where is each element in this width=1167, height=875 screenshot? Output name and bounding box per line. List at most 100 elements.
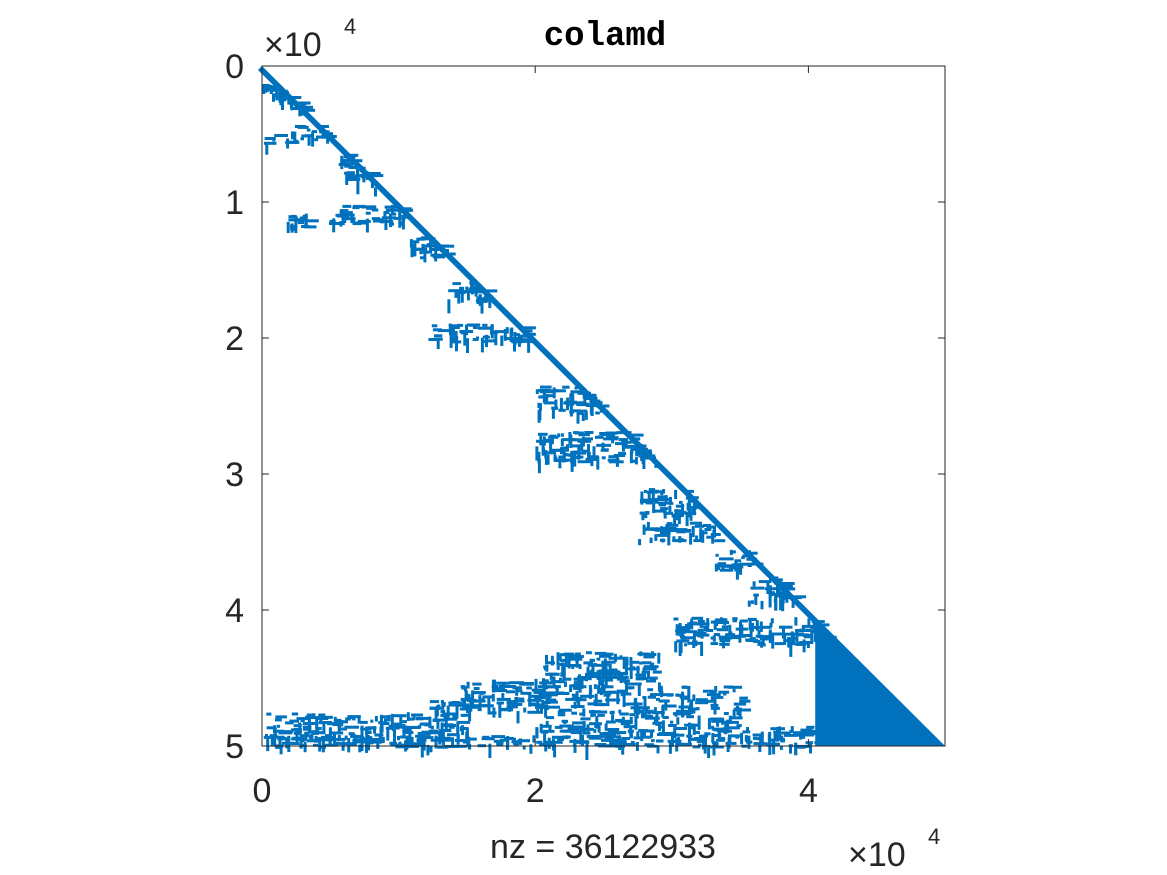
x-multiplier-base: ×10 <box>848 836 906 874</box>
nonzero-mark <box>448 289 461 293</box>
nonzero-mark <box>537 451 541 464</box>
nonzero-mark <box>442 723 454 727</box>
nonzero-mark <box>491 679 495 693</box>
nonzero-mark <box>707 718 711 730</box>
nonzero-mark <box>568 726 581 730</box>
nonzero-mark <box>465 696 472 700</box>
nonzero-mark <box>616 431 632 435</box>
nonzero-mark <box>768 629 772 644</box>
nonzero-mark <box>752 736 758 740</box>
nonzero-mark <box>311 130 318 134</box>
nonzero-mark <box>327 722 338 726</box>
nonzero-mark <box>571 711 577 715</box>
nonzero-mark <box>367 737 370 751</box>
nonzero-mark <box>492 687 503 691</box>
nonzero-mark <box>650 651 655 655</box>
nonzero-mark <box>505 690 515 694</box>
nonzero-mark <box>360 175 372 179</box>
nonzero-mark <box>739 696 748 700</box>
nonzero-mark <box>688 707 699 711</box>
nonzero-mark <box>307 716 311 732</box>
nonzero-mark <box>431 324 438 328</box>
nonzero-mark <box>275 718 282 722</box>
nonzero-mark <box>643 696 647 711</box>
nonzero-mark <box>646 511 650 515</box>
nonzero-mark <box>642 669 646 681</box>
nonzero-mark <box>774 579 778 585</box>
nonzero-mark <box>571 693 577 697</box>
nonzero-mark <box>549 443 553 453</box>
nonzero-mark <box>649 662 655 666</box>
nonzero-mark <box>624 445 636 449</box>
nonzero-mark <box>689 533 693 545</box>
nonzero-mark <box>421 243 425 252</box>
nonzero-mark <box>263 141 277 145</box>
nonzero-mark <box>642 696 647 699</box>
nonzero-mark <box>350 735 362 738</box>
nonzero-mark <box>493 339 497 343</box>
nonzero-mark <box>650 731 653 738</box>
nonzero-mark <box>760 641 764 648</box>
nonzero-mark <box>361 737 366 741</box>
nonzero-mark <box>398 206 402 219</box>
nonzero-mark <box>716 738 725 742</box>
nonzero-mark <box>672 712 681 716</box>
nonzero-mark <box>306 731 310 735</box>
nonzero-mark <box>619 655 623 659</box>
nonzero-mark <box>598 669 611 673</box>
nonzero-mark <box>300 719 305 723</box>
nonzero-mark <box>353 221 368 225</box>
nonzero-mark <box>314 138 319 142</box>
nonzero-mark <box>501 693 505 698</box>
nonzero-mark <box>640 491 644 505</box>
nonzero-mark <box>790 631 794 644</box>
nonzero-mark <box>719 557 734 561</box>
nonzero-mark <box>672 539 687 543</box>
nonzero-mark <box>609 711 614 715</box>
nonzero-mark <box>356 165 360 179</box>
nonzero-mark <box>687 622 699 626</box>
nonzero-mark <box>421 732 431 736</box>
nonzero-mark <box>429 700 439 704</box>
nonzero-mark <box>393 729 396 744</box>
nonzero-mark <box>611 731 627 735</box>
nonzero-mark <box>710 642 719 646</box>
nonzero-mark <box>536 740 543 744</box>
nonzero-mark <box>605 685 614 689</box>
nonzero-mark <box>713 633 720 636</box>
nonzero-mark <box>799 641 814 644</box>
nonzero-mark <box>319 130 330 134</box>
nonzero-mark <box>577 697 581 707</box>
nonzero-mark <box>730 550 736 554</box>
nonzero-mark <box>379 220 394 223</box>
nonzero-cluster <box>409 236 456 263</box>
nonzero-mark <box>618 709 622 714</box>
nonzero-mark <box>350 220 356 224</box>
nonzero-mark <box>654 721 664 725</box>
nonzero-mark <box>451 712 459 716</box>
nonzero-mark <box>721 625 729 629</box>
nonzero-mark <box>585 651 592 655</box>
nonzero-mark <box>649 676 658 680</box>
nonzero-mark <box>467 737 477 741</box>
nonzero-mark <box>609 672 613 681</box>
nonzero-mark <box>272 93 275 102</box>
nonzero-mark <box>408 733 412 746</box>
nonzero-mark <box>340 723 344 727</box>
nonzero-mark <box>727 685 743 689</box>
nonzero-mark <box>600 732 613 736</box>
nonzero-mark <box>750 586 765 590</box>
nonzero-mark <box>488 294 492 309</box>
nonzero-cluster <box>428 323 536 353</box>
nonzero-mark <box>403 215 413 219</box>
nonzero-mark <box>532 735 536 743</box>
nonzero-mark <box>677 512 681 525</box>
nonzero-mark <box>333 720 348 724</box>
nonzero-mark <box>794 742 798 756</box>
nonzero-mark <box>736 724 742 728</box>
nonzero-mark <box>735 627 749 631</box>
nonzero-mark <box>336 214 346 218</box>
nonzero-mark <box>560 672 564 677</box>
nonzero-mark <box>457 292 461 304</box>
nonzero-mark <box>439 737 448 741</box>
